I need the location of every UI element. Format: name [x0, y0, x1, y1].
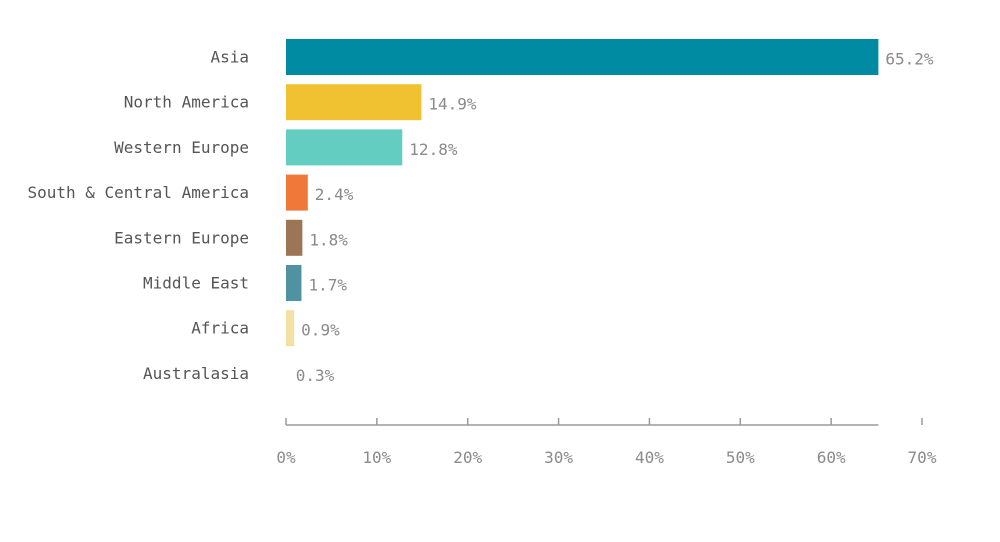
x-tick-label-50: 50%: [726, 448, 755, 467]
category-label-eastern-europe: Eastern Europe: [114, 228, 249, 247]
category-label-south-and-central-america: South & Central America: [27, 183, 249, 202]
category-label-asia: Asia: [210, 48, 249, 67]
value-label-north-america: 14.9%: [428, 95, 477, 114]
x-tick-label-70: 70%: [908, 448, 937, 467]
value-label-south-and-central-america: 2.4%: [315, 185, 354, 204]
x-tick-label-20: 20%: [453, 448, 482, 467]
bar-asia: [286, 39, 879, 75]
bar-africa: [286, 310, 295, 347]
category-label-australasia: Australasia: [143, 364, 249, 383]
value-label-middle-east: 1.7%: [308, 276, 347, 295]
value-label-australasia: 0.3%: [296, 366, 335, 385]
x-tick-label-30: 30%: [544, 448, 573, 467]
x-tick-label-0: 0%: [276, 448, 296, 467]
bar-south-and-central-america: [286, 174, 308, 211]
category-labels: Asia North America Western Europe South & C…: [27, 48, 249, 383]
category-label-north-america: North America: [124, 93, 249, 112]
bars: [286, 39, 879, 392]
bar-eastern-europe: [286, 219, 303, 256]
bar-middle-east: [286, 265, 302, 301]
x-axis: 0% 10% 20% 30% 40% 50% 60% 70%: [276, 418, 937, 467]
bar-australasia: [286, 355, 289, 392]
value-label-eastern-europe: 1.8%: [309, 230, 348, 249]
bar-north-america: [286, 84, 422, 121]
category-label-africa: Africa: [191, 319, 249, 338]
x-tick-label-10: 10%: [362, 448, 391, 467]
value-labels: 65.2% 14.9% 12.8% 2.4% 1.8% 1.7% 0.9% 0.3%: [296, 50, 934, 385]
value-label-africa: 0.9%: [301, 321, 340, 340]
value-label-western-europe: 12.8%: [409, 140, 458, 159]
value-label-asia: 65.2%: [885, 50, 934, 69]
x-tick-label-40: 40%: [635, 448, 664, 467]
category-label-middle-east: Middle East: [143, 274, 249, 293]
bar-western-europe: [286, 129, 403, 166]
x-tick-label-60: 60%: [817, 448, 846, 467]
category-label-western-europe: Western Europe: [114, 138, 249, 157]
